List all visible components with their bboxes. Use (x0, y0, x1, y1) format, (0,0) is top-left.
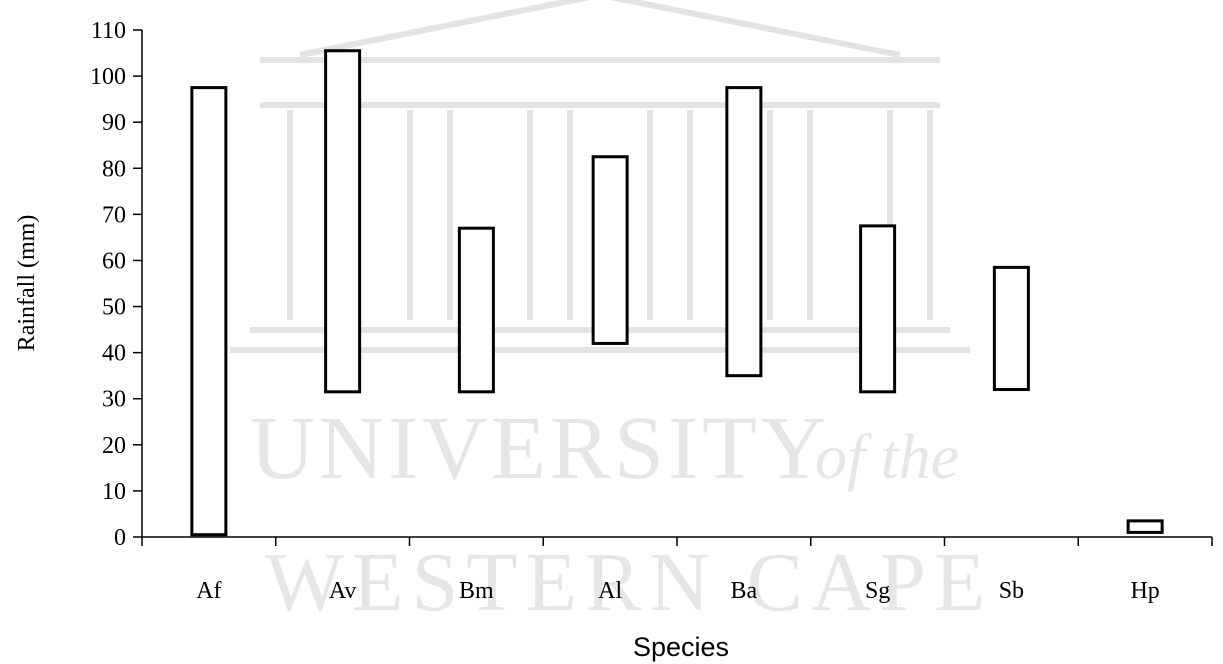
watermark-line1: UNIVERSITY (250, 399, 830, 498)
bar-hp (1126, 519, 1164, 534)
x-tick-label-sg: Sg (865, 578, 890, 604)
y-tick-label: 70 (102, 202, 126, 228)
bar-sg (859, 224, 897, 394)
bar-av (324, 49, 362, 394)
bar-ba (725, 86, 763, 378)
x-tick-label-af: Af (196, 578, 221, 604)
x-tick-label-ba: Ba (731, 578, 758, 604)
y-tick-label: 20 (102, 433, 126, 459)
university-watermark: UNIVERSITY of the WESTERN CAPE (230, 0, 993, 629)
y-tick-label: 0 (114, 525, 126, 551)
x-tick-label-bm: Bm (459, 578, 494, 604)
bar-sb (992, 265, 1030, 392)
y-tick-label: 110 (91, 18, 126, 44)
y-axis-title: Rainfall (mm) (14, 215, 40, 352)
y-tick-label: 50 (102, 295, 126, 321)
x-axis: Af Av Bm Al Ba Sg Sb Hp (141, 536, 1213, 604)
x-tick-label-sb: Sb (999, 578, 1024, 604)
y-tick-label: 100 (90, 64, 126, 90)
y-tick-label: 30 (102, 387, 126, 413)
bar-bm (457, 226, 495, 394)
y-tick-label: 80 (102, 156, 126, 182)
x-tick-label-al: Al (598, 578, 622, 604)
y-axis: 0 10 20 30 40 50 60 70 80 90 100 110 (90, 18, 143, 551)
bars (190, 49, 1164, 537)
x-tick-label-hp: Hp (1130, 578, 1159, 604)
bar-al (591, 155, 629, 345)
bar-af (190, 86, 228, 537)
y-tick-label: 40 (102, 341, 126, 367)
watermark-line1-suffix: of the (815, 421, 959, 492)
x-tick-label-av: Av (329, 578, 357, 604)
y-tick-label: 90 (102, 110, 126, 136)
y-tick-label: 60 (102, 248, 126, 274)
watermark-line2: WESTERN CAPE (265, 536, 993, 629)
x-axis-title: Species (633, 632, 729, 662)
y-tick-label: 10 (102, 479, 126, 505)
